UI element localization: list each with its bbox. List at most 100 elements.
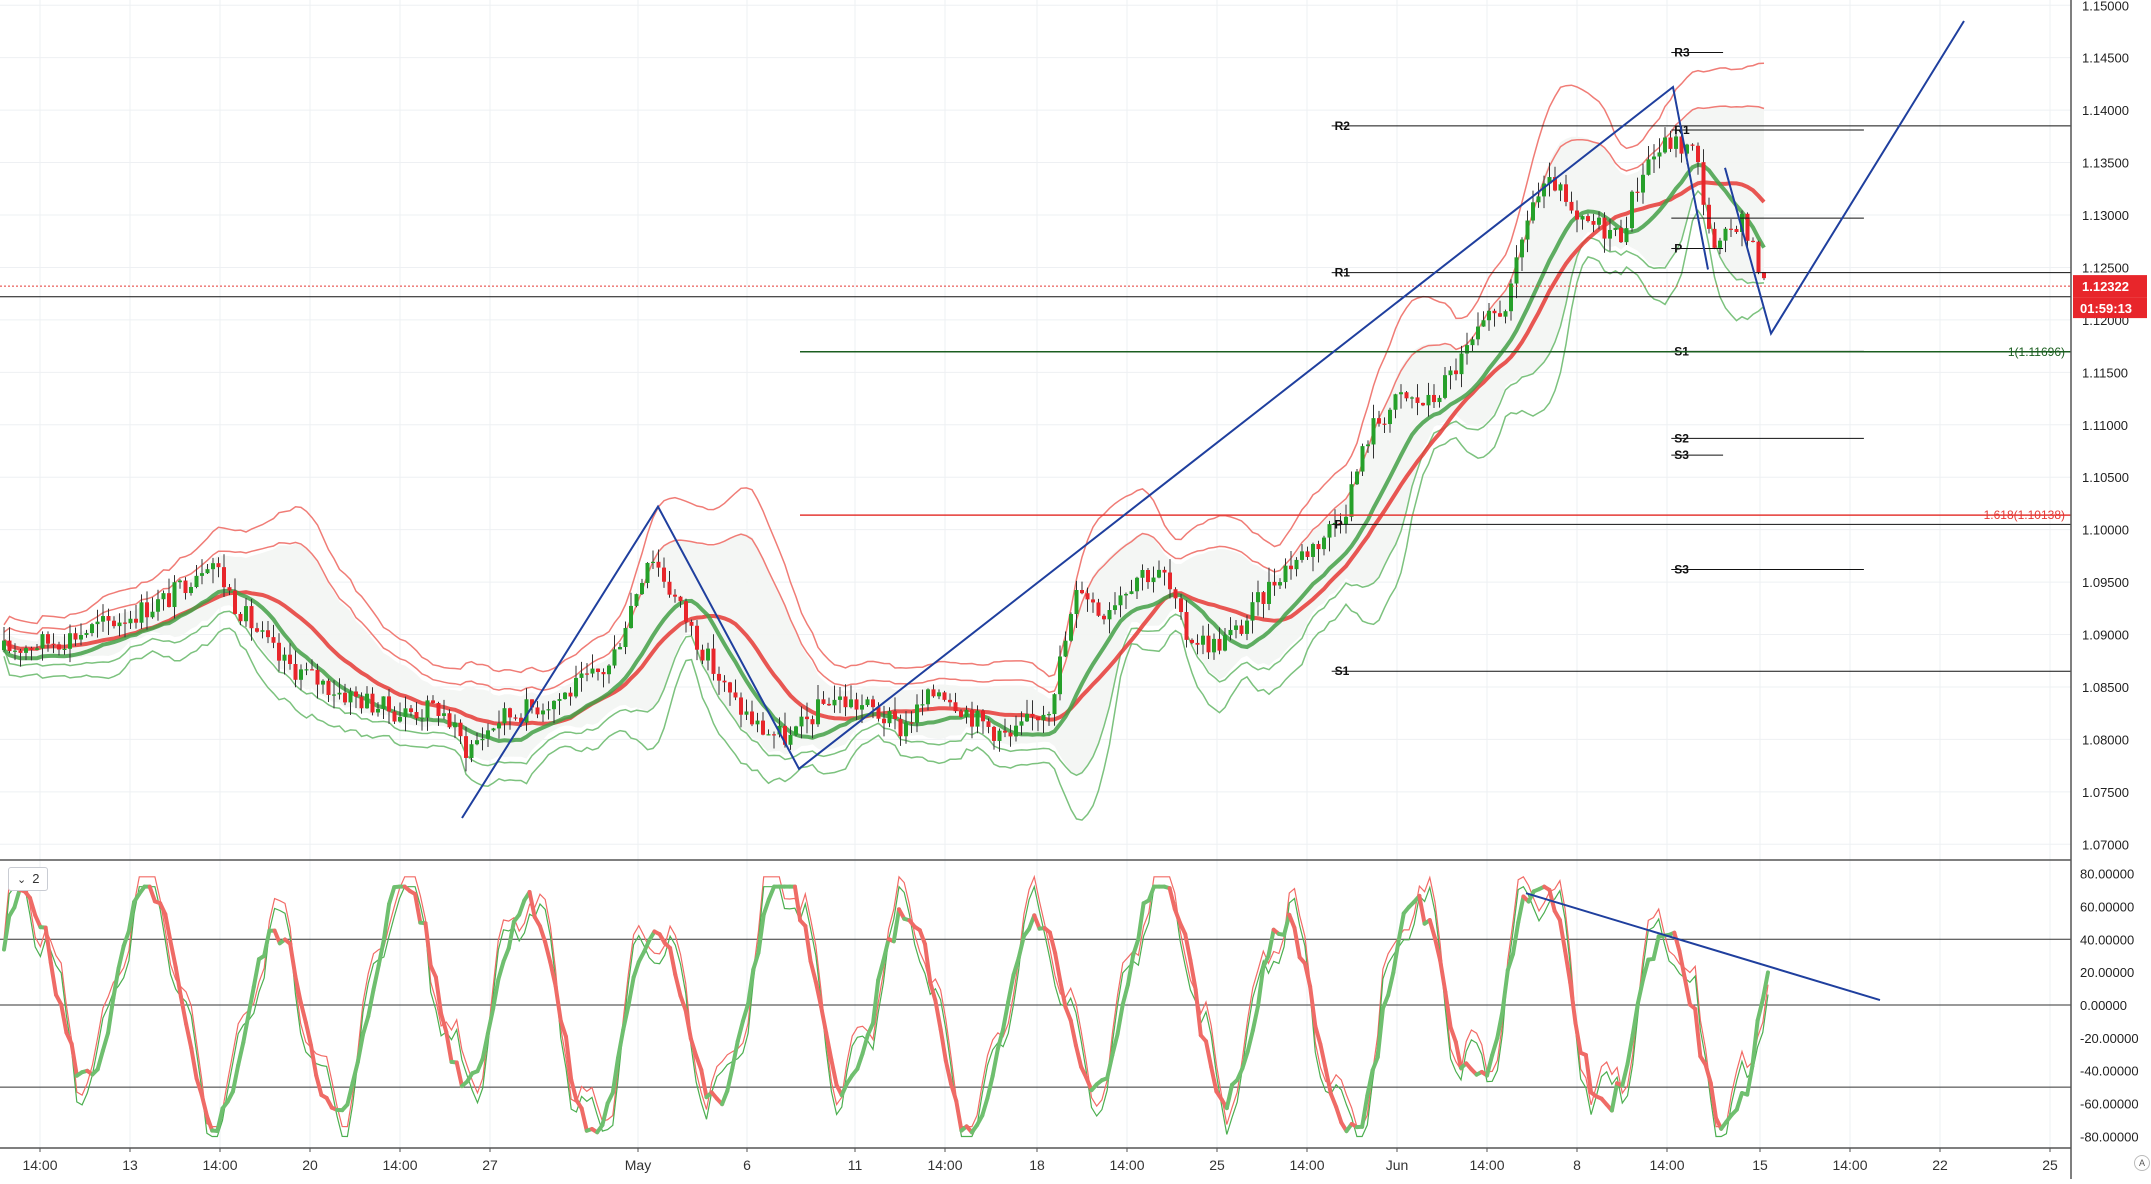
candle-down	[360, 697, 364, 709]
oscillator-main-segment	[618, 1030, 623, 1058]
candle-up	[624, 628, 628, 647]
time-tick-label: 18	[1029, 1157, 1045, 1173]
candle-down	[222, 567, 226, 587]
candle-up	[85, 633, 89, 635]
candle-up	[1614, 228, 1618, 230]
price-tick-label: 1.08500	[2082, 680, 2129, 695]
oscillator-main-segment	[275, 931, 280, 944]
candle-down	[1179, 598, 1183, 612]
candle-down	[602, 672, 606, 674]
oscillator-main-segment	[457, 1062, 462, 1086]
candle-up	[398, 717, 402, 722]
countdown-value: 01:59:13	[2080, 301, 2132, 316]
oscillator-main-segment	[1706, 1065, 1711, 1083]
oscillator-main-segment	[379, 940, 384, 966]
oscillator-main-segment	[1149, 887, 1154, 901]
candle-down	[827, 704, 831, 705]
oscillator-main-segment	[811, 961, 816, 982]
oscillator-main-segment	[1289, 915, 1294, 928]
candle-up	[904, 722, 908, 736]
candle-up	[453, 723, 457, 728]
pivot-label: P	[1335, 517, 1343, 531]
candle-down	[679, 597, 683, 602]
candle-up	[1482, 320, 1486, 326]
oscillator-main-segment	[1315, 1026, 1320, 1045]
oscillator-main-segment	[1393, 941, 1398, 972]
oscillator-main-segment	[1575, 1023, 1580, 1053]
time-tick-label: 14:00	[1469, 1157, 1504, 1173]
oscillator-main-segment	[1674, 933, 1679, 952]
candle-up	[492, 728, 496, 730]
candle-down	[107, 616, 111, 621]
oscillator-main-segment	[488, 1009, 493, 1034]
oscillator-main-segment	[1487, 1055, 1492, 1075]
oscillator-main-segment	[478, 1059, 483, 1071]
candle-up	[1135, 578, 1139, 592]
candle-down	[772, 734, 776, 735]
candle-down	[734, 692, 738, 697]
candle-up	[24, 648, 28, 653]
candle-down	[805, 717, 809, 719]
candle-down	[354, 691, 358, 696]
oscillator-main-segment	[1518, 896, 1523, 922]
candle-up	[1355, 472, 1359, 485]
candle-down	[112, 621, 116, 626]
candle-down	[1289, 566, 1293, 570]
candle-down	[327, 681, 331, 695]
pivot-label: P	[1674, 242, 1682, 256]
oscillator-main-segment	[1560, 920, 1565, 951]
candle-up	[101, 616, 105, 622]
candle-down	[1240, 625, 1244, 633]
oscillator-main-segment	[821, 1006, 826, 1033]
candle-up	[96, 622, 100, 624]
candle-down	[1619, 228, 1623, 242]
oscillator-main-segment	[46, 928, 51, 963]
candle-down	[1729, 229, 1733, 230]
candle-up	[1350, 484, 1354, 517]
candle-up	[921, 704, 925, 705]
oscillator-main-segment	[545, 942, 550, 962]
candle-down	[1102, 616, 1106, 620]
candle-up	[1267, 582, 1271, 604]
oscillator-main-segment	[441, 1014, 446, 1032]
oscillator-main-segment	[1570, 983, 1575, 1023]
candle-up	[200, 573, 204, 576]
candle-down	[970, 710, 974, 727]
candle-down	[1003, 731, 1007, 733]
candle-up	[552, 701, 556, 709]
candle-up	[321, 681, 325, 685]
candle-up	[1058, 657, 1062, 695]
oscillator-main-segment	[1331, 1094, 1336, 1107]
oscillator-main-segment	[1206, 1041, 1211, 1067]
candle-up	[118, 623, 122, 627]
candle-up	[838, 696, 842, 699]
candle-up	[1460, 354, 1464, 375]
oscillator-main-segment	[1388, 972, 1393, 995]
candle-up	[283, 655, 287, 661]
candle-down	[1702, 162, 1706, 205]
candle-down	[145, 602, 149, 617]
candle-down	[822, 699, 826, 704]
oscillator-main-segment	[358, 1034, 363, 1062]
time-tick-label: 14:00	[202, 1157, 237, 1173]
candle-up	[68, 633, 72, 649]
candle-down	[239, 614, 243, 621]
candle-up	[794, 726, 798, 735]
candle-down	[1696, 146, 1700, 162]
candle-down	[1091, 599, 1095, 602]
candle-down	[987, 721, 991, 727]
oscillator-main-segment	[530, 892, 535, 917]
candle-up	[800, 717, 804, 727]
oscillator-main-segment	[769, 887, 774, 900]
oscillator-main-segment	[1118, 1004, 1123, 1034]
candle-up	[767, 734, 771, 735]
candle-down	[1306, 551, 1310, 557]
candle-up	[195, 576, 199, 587]
oscillator-main-segment	[732, 1041, 737, 1067]
auto-scale-button[interactable]: A	[2134, 1155, 2150, 1171]
oscillator-pane-toggle[interactable]: ⌄2	[8, 867, 48, 891]
oscillator-main-segment	[993, 1049, 998, 1076]
oscillator-main-segment	[1430, 920, 1435, 938]
oscillator-main-segment	[264, 931, 269, 956]
